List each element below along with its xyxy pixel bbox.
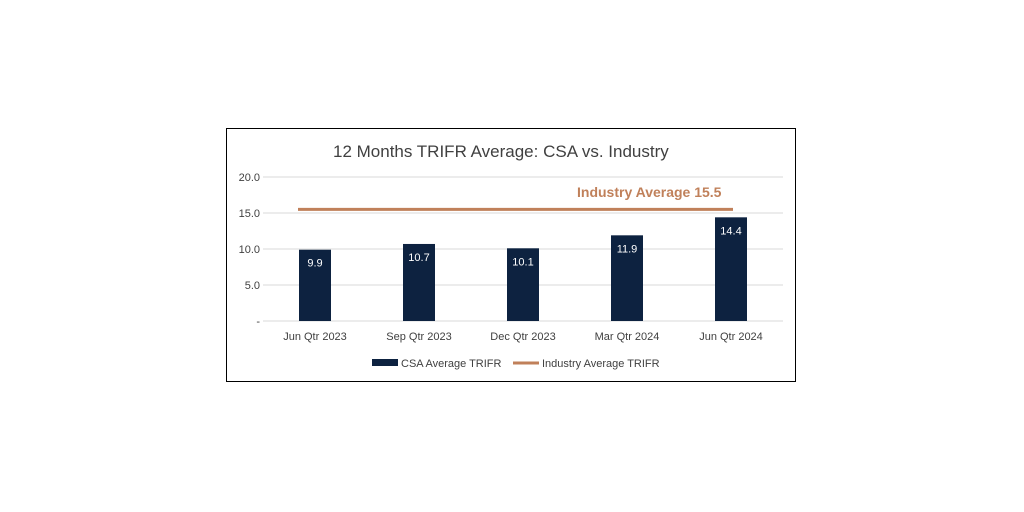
bar-data-label: 9.9: [307, 258, 322, 270]
bar-data-label: 14.4: [720, 225, 741, 237]
x-tick-label: Sep Qtr 2023: [386, 331, 451, 343]
x-axis-ticks: Jun Qtr 2023 Sep Qtr 2023 Dec Qtr 2023 Mar …: [283, 331, 763, 343]
bars: 9.9 10.7 10.1 11.9 14.4: [299, 217, 747, 321]
x-tick-label: Jun Qtr 2023: [283, 331, 347, 343]
x-tick-label: Dec Qtr 2023: [490, 331, 555, 343]
y-tick-label: -: [256, 316, 260, 328]
x-tick-label: Jun Qtr 2024: [699, 331, 763, 343]
legend-label-csa: CSA Average TRIFR: [401, 358, 502, 370]
y-tick-label: 20.0: [239, 172, 260, 184]
legend-label-industry: Industry Average TRIFR: [542, 358, 660, 370]
bar: [403, 243, 435, 321]
chart-svg: 12 Months TRIFR Average: CSA vs. Industr…: [239, 142, 783, 370]
x-tick-label: Mar Qtr 2024: [595, 331, 660, 343]
bar: [507, 248, 539, 321]
industry-average-annotation: Industry Average 15.5: [577, 184, 722, 200]
y-tick-label: 5.0: [245, 280, 260, 292]
chart-frame: 12 Months TRIFR Average: CSA vs. Industr…: [226, 128, 796, 382]
bar: [715, 217, 747, 321]
legend: CSA Average TRIFR Industry Average TRIFR: [372, 358, 660, 370]
y-tick-label: 15.0: [239, 208, 260, 220]
y-tick-label: 10.0: [239, 244, 260, 256]
chart-title: 12 Months TRIFR Average: CSA vs. Industr…: [333, 142, 669, 161]
y-axis-ticks: - 5.0 10.0 15.0 20.0: [239, 172, 261, 328]
legend-swatch-csa: [372, 359, 398, 366]
bar-data-label: 10.7: [408, 252, 429, 264]
bar-data-label: 10.1: [512, 256, 533, 268]
bar: [611, 235, 643, 321]
bar-data-label: 11.9: [617, 243, 638, 255]
bar: [299, 249, 331, 321]
